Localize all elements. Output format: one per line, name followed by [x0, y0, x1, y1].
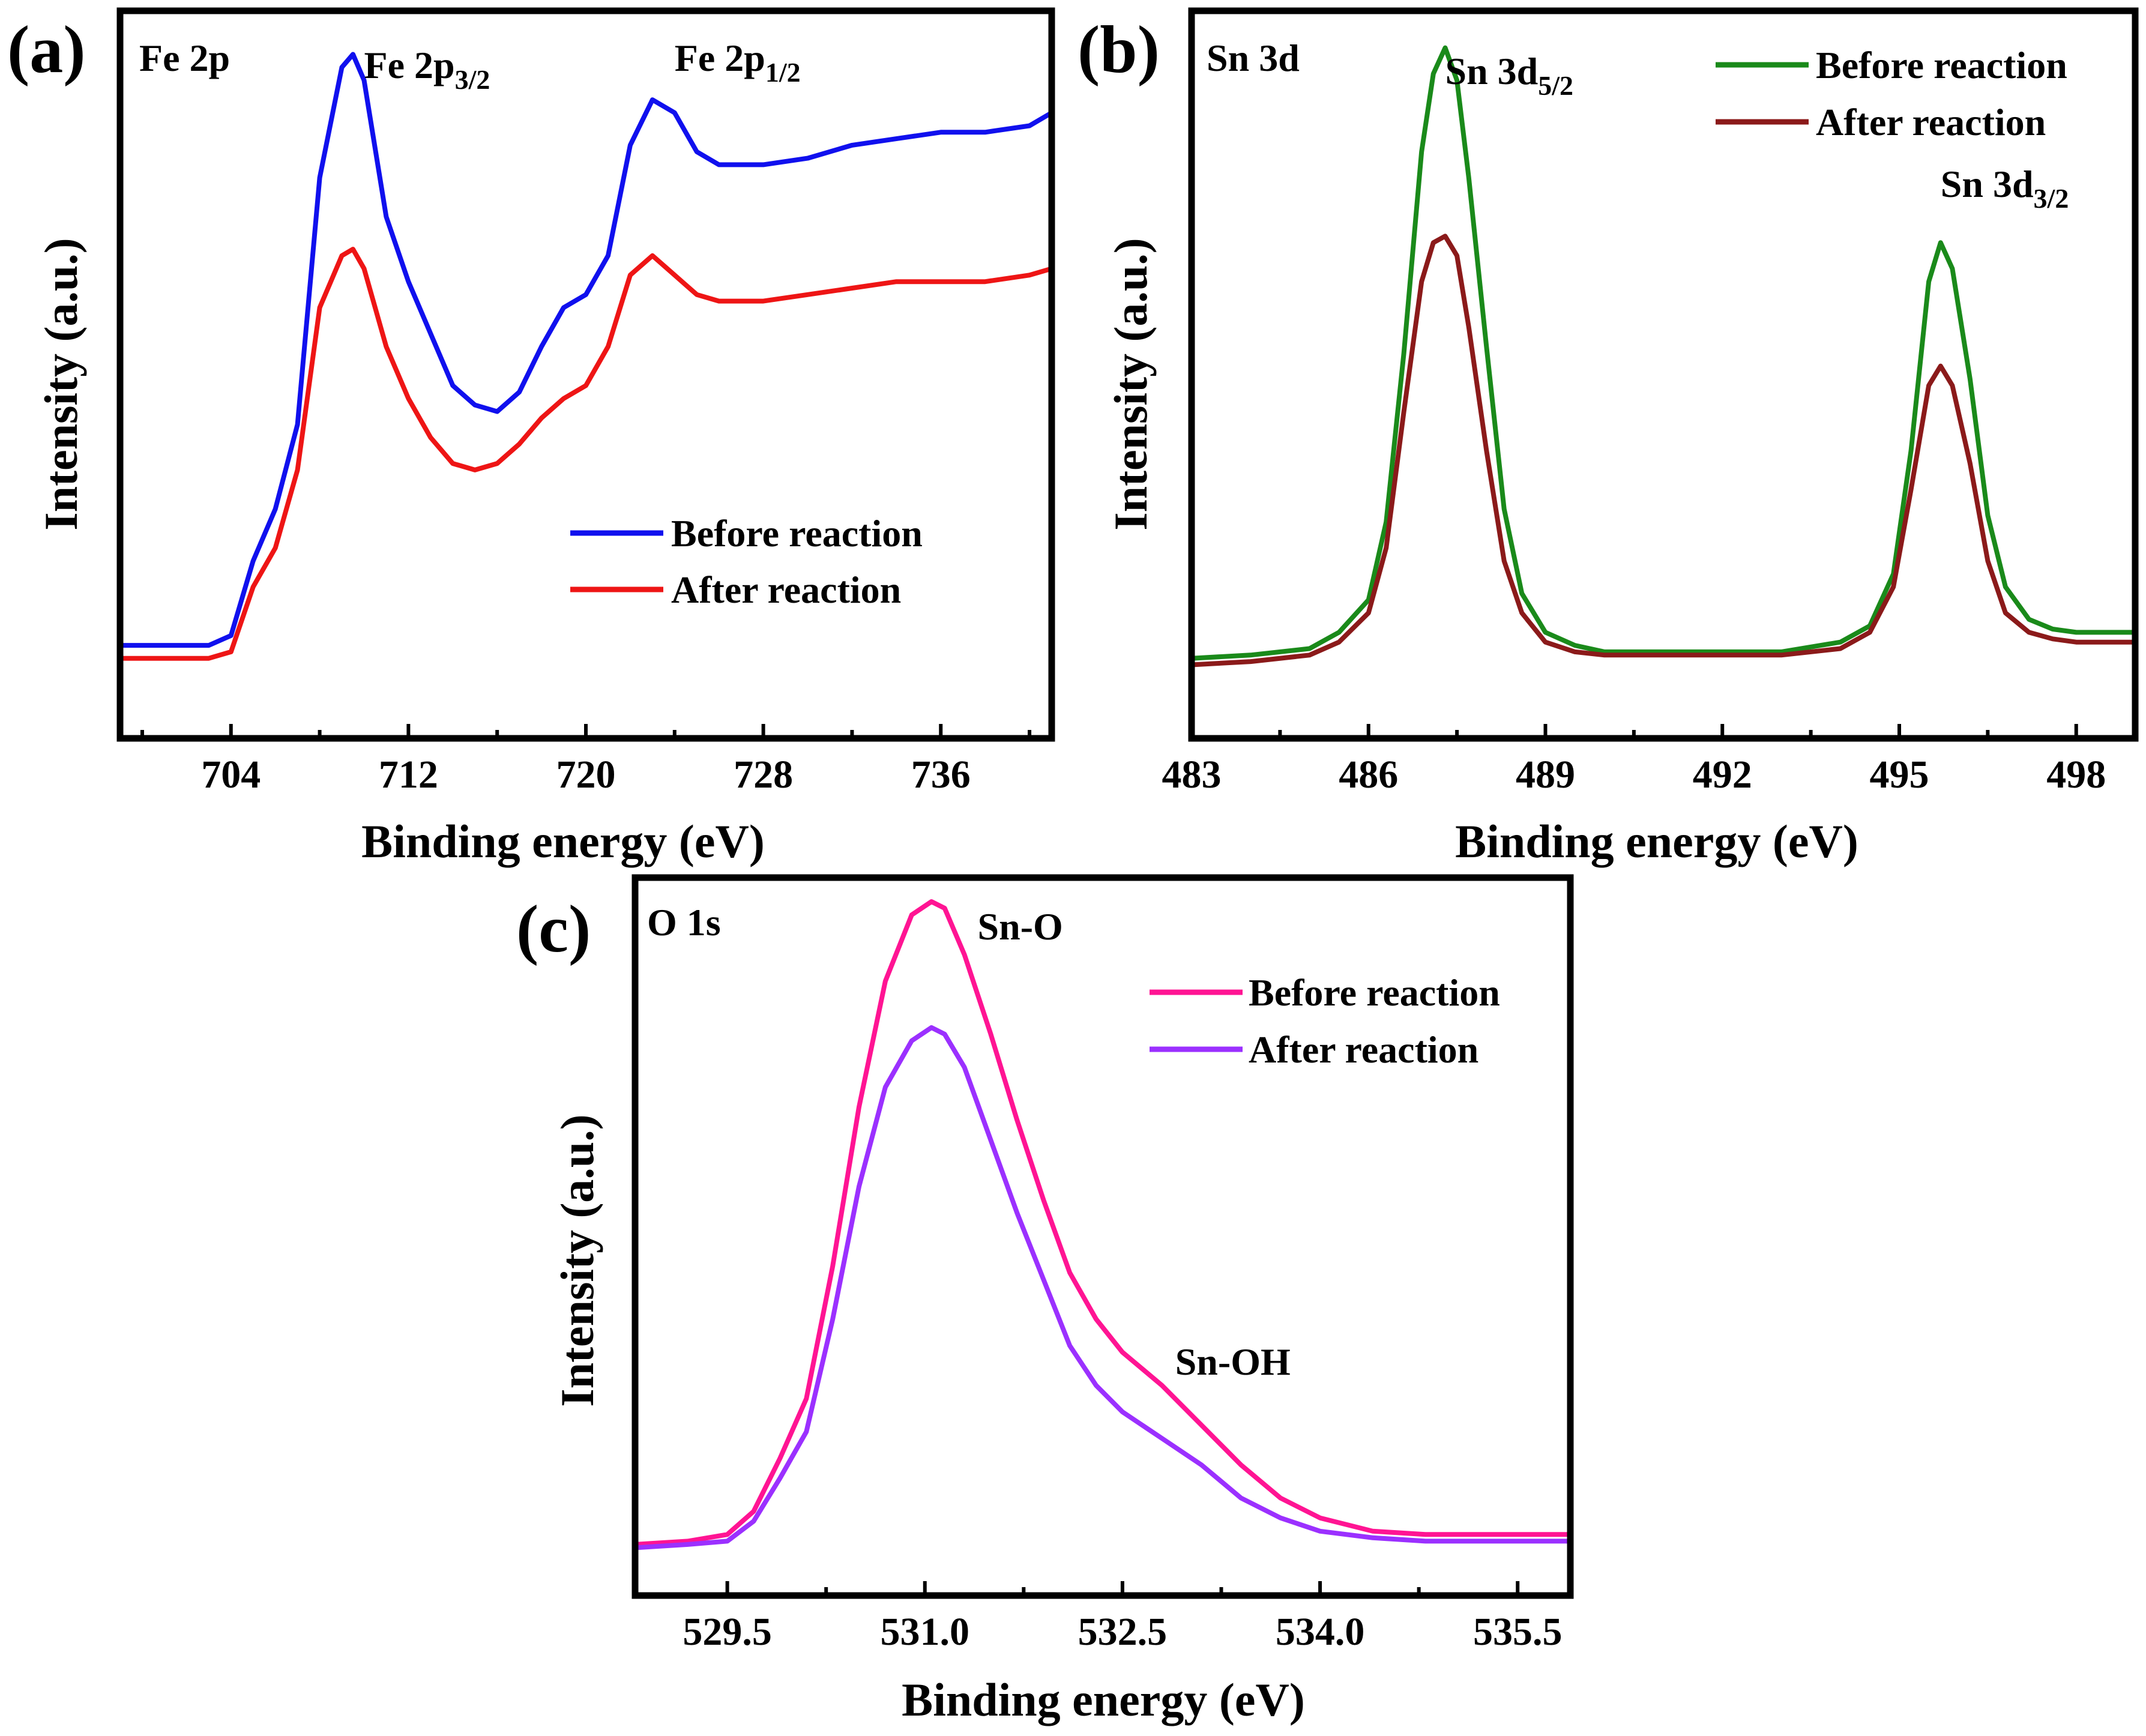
x-tick-label-a: 704	[201, 753, 261, 797]
y-axis-label-a: Intensity (a.u.)	[35, 238, 87, 531]
annotation-sn-3d3-2: Sn 3d3/2	[1941, 163, 2069, 214]
x-tick-label-b: 498	[2046, 753, 2106, 797]
x-tick-label-a: 712	[379, 753, 438, 797]
plot-frame-b	[1188, 7, 2139, 742]
x-tick-label-c: 531.0	[881, 1610, 970, 1654]
x-tick-labels-a: 704 712 720 728 736	[201, 753, 970, 797]
annotations-b: Sn 3d5/2 Sn 3d3/2	[1445, 50, 2069, 214]
y-axis-label-b: Intensity (a.u.)	[1105, 238, 1157, 531]
annotation-sn-3d5-2: Sn 3d5/2	[1445, 50, 1573, 101]
panel-c: (c) O 1s Intensity (a.u.) Binding energy…	[516, 874, 1574, 1726]
x-tick-label-c: 529.5	[683, 1610, 772, 1654]
plot-area-b	[1189, 45, 2138, 668]
panel-title-o-1s: O 1s	[647, 901, 721, 944]
x-tick-label-c: 532.5	[1078, 1610, 1168, 1654]
legend-a: Before reaction After reaction	[570, 512, 923, 611]
x-axis-label-a: Binding energy (eV)	[361, 815, 765, 867]
y-axis-label-c: Intensity (a.u.)	[551, 1114, 603, 1407]
x-tick-label-a: 720	[556, 753, 616, 797]
plot-frame-a	[116, 7, 1055, 742]
legend-label-before-a: Before reaction	[671, 512, 923, 555]
x-tick-label-b: 489	[1516, 753, 1575, 797]
legend-label-after-c: After reaction	[1249, 1028, 1478, 1071]
annotation-fe-2p1-2: Fe 2p1/2	[675, 37, 801, 88]
panel-title-sn-3d: Sn 3d	[1207, 37, 1300, 79]
annotation-sn-oh: Sn-OH	[1175, 1340, 1291, 1383]
x-tick-label-c: 535.5	[1473, 1610, 1563, 1654]
plot-area-c	[633, 899, 1573, 1551]
series-line-after-a	[118, 247, 1054, 661]
annotation-fe-2p3-2: Fe 2p3/2	[364, 44, 490, 95]
x-tick-label-c: 534.0	[1276, 1610, 1365, 1654]
series-line-before-a	[118, 52, 1054, 648]
x-tick-label-a: 736	[911, 753, 971, 797]
x-axis-label-b: Binding energy (eV)	[1455, 815, 1858, 867]
panel-title-fe-2p: Fe 2p	[139, 37, 230, 79]
x-tick-label-b: 495	[1870, 753, 1929, 797]
annotations-a: Fe 2p3/2 Fe 2p1/2	[364, 37, 800, 95]
legend-label-before-b: Before reaction	[1816, 44, 2067, 86]
series-line-after-c	[633, 1025, 1573, 1551]
x-axis-label-c: Binding energy (eV)	[902, 1674, 1305, 1726]
plot-area-a	[118, 52, 1054, 661]
x-tick-label-b: 486	[1339, 753, 1398, 797]
x-tick-labels-c: 529.5 531.0 532.5 534.0 535.5	[683, 1610, 1562, 1654]
panel-letter-b: (b)	[1078, 13, 1160, 87]
panel-letter-a: (a)	[7, 13, 86, 87]
panel-a: (a) Fe 2p Intensity (a.u.) Binding energ…	[7, 7, 1055, 867]
plot-frame-c	[631, 874, 1574, 1599]
x-tick-label-b: 492	[1693, 753, 1752, 797]
series-line-after-b	[1189, 234, 2138, 668]
series-line-before-c	[633, 899, 1573, 1547]
panel-letter-c: (c)	[516, 892, 591, 966]
panel-b: (b) Sn 3d Intensity (a.u.) Binding energ…	[1078, 7, 2139, 867]
legend-label-before-c: Before reaction	[1249, 971, 1500, 1014]
x-tick-labels-b: 483 486 489 492 495 498	[1162, 753, 2106, 797]
annotations-c: Sn-O Sn-OH	[978, 905, 1291, 1383]
legend-label-after-a: After reaction	[671, 568, 901, 611]
x-tick-label-b: 483	[1162, 753, 1222, 797]
annotation-sn-o: Sn-O	[978, 905, 1063, 948]
legend-label-after-b: After reaction	[1816, 101, 2046, 143]
legend-b: Before reaction After reaction	[1716, 44, 2067, 143]
x-tick-label-a: 728	[734, 753, 793, 797]
series-line-before-b	[1189, 45, 2138, 661]
legend-c: Before reaction After reaction	[1150, 971, 1500, 1071]
